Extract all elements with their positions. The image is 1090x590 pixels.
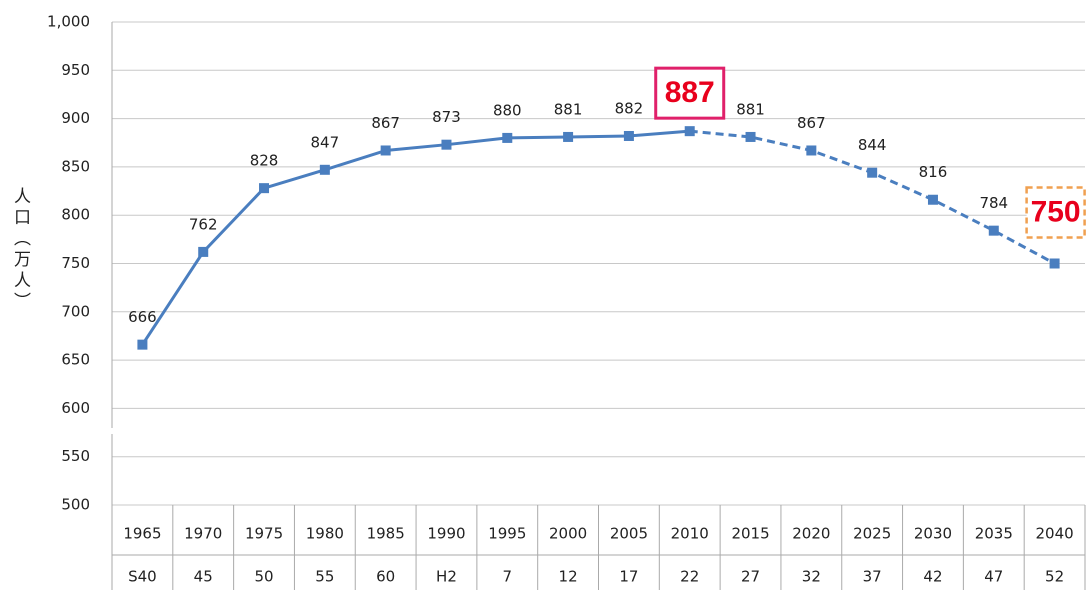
x-tick-label: 2025	[853, 525, 891, 543]
y-tick-label: 900	[61, 109, 90, 127]
y-axis-label: 人口（万人）	[10, 187, 31, 313]
marker	[259, 183, 270, 194]
data-label: 880	[493, 101, 522, 119]
y-tick-label: 500	[61, 496, 90, 514]
x-tick-label: 2035	[975, 525, 1013, 543]
era-label: 47	[984, 568, 1003, 586]
highlight-box	[1025, 186, 1086, 239]
era-label: 7	[503, 568, 513, 586]
data-label: 784	[979, 194, 1008, 212]
y-tick-label: 650	[61, 351, 90, 369]
line	[141, 129, 690, 346]
marker	[137, 339, 148, 350]
y-tick-label: 950	[61, 61, 90, 79]
marker	[380, 145, 391, 156]
x-tick-label: 1975	[245, 525, 283, 543]
era-label: 37	[863, 568, 882, 586]
data-label: 867	[371, 114, 400, 132]
era-label: 60	[376, 568, 395, 586]
highlight-box	[654, 66, 726, 120]
y-tick-label: 550	[61, 447, 90, 465]
marker	[623, 130, 634, 141]
x-tick-label: 2030	[914, 525, 952, 543]
x-tick-label: 1970	[184, 525, 222, 543]
x-tick-label: 2040	[1036, 525, 1074, 543]
data-label: 873	[432, 108, 461, 126]
marker	[319, 164, 330, 175]
x-tick-label: 2010	[671, 525, 709, 543]
data-label: 881	[554, 100, 583, 118]
marker	[502, 132, 513, 143]
data-label: 844	[858, 136, 887, 154]
era-label: 55	[315, 568, 334, 586]
y-tick-label: 600	[61, 399, 90, 417]
data-label: 867	[797, 114, 826, 132]
x-tick-label: 1965	[123, 525, 161, 543]
marker	[745, 131, 756, 142]
data-label: 816	[919, 163, 948, 181]
data-label: 887	[665, 76, 715, 109]
data-label: 882	[615, 99, 644, 117]
era-label: S40	[128, 568, 157, 586]
data-label: 881	[736, 100, 765, 118]
era-label: 50	[254, 568, 273, 586]
marker	[927, 194, 938, 205]
era-label: 42	[923, 568, 942, 586]
x-tick-label: 2020	[792, 525, 830, 543]
era-label: H2	[436, 568, 457, 586]
data-label: 847	[311, 133, 340, 151]
marker	[198, 246, 209, 257]
marker	[806, 145, 817, 156]
era-label: 52	[1045, 568, 1064, 586]
marker	[563, 131, 574, 142]
x-tick-label: 2000	[549, 525, 587, 543]
marker	[684, 126, 695, 137]
era-label: 12	[559, 568, 578, 586]
x-tick-label: 1985	[367, 525, 405, 543]
x-tick-label: 2005	[610, 525, 648, 543]
y-tick-label: 800	[61, 206, 90, 224]
y-tick-label: 750	[61, 254, 90, 272]
era-label: 27	[741, 568, 760, 586]
data-label: 750	[1031, 195, 1081, 228]
x-tick-label: 1995	[488, 525, 526, 543]
marker	[1049, 258, 1060, 269]
era-label: 45	[194, 568, 213, 586]
x-tick-label: 1980	[306, 525, 344, 543]
marker	[988, 225, 999, 236]
y-tick-label: 850	[61, 157, 90, 175]
x-tick-label: 2015	[731, 525, 769, 543]
data-label: 666	[128, 308, 157, 326]
y-tick-label: 700	[61, 302, 90, 320]
era-label: 17	[619, 568, 638, 586]
data-label: 762	[189, 215, 218, 233]
era-label: 32	[802, 568, 821, 586]
data-label: 828	[250, 152, 279, 170]
era-label: 22	[680, 568, 699, 586]
axis-break	[108, 428, 116, 434]
marker	[441, 139, 452, 150]
x-tick-label: 1990	[427, 525, 465, 543]
marker	[867, 167, 878, 178]
y-tick-label: 1,000	[47, 13, 90, 31]
